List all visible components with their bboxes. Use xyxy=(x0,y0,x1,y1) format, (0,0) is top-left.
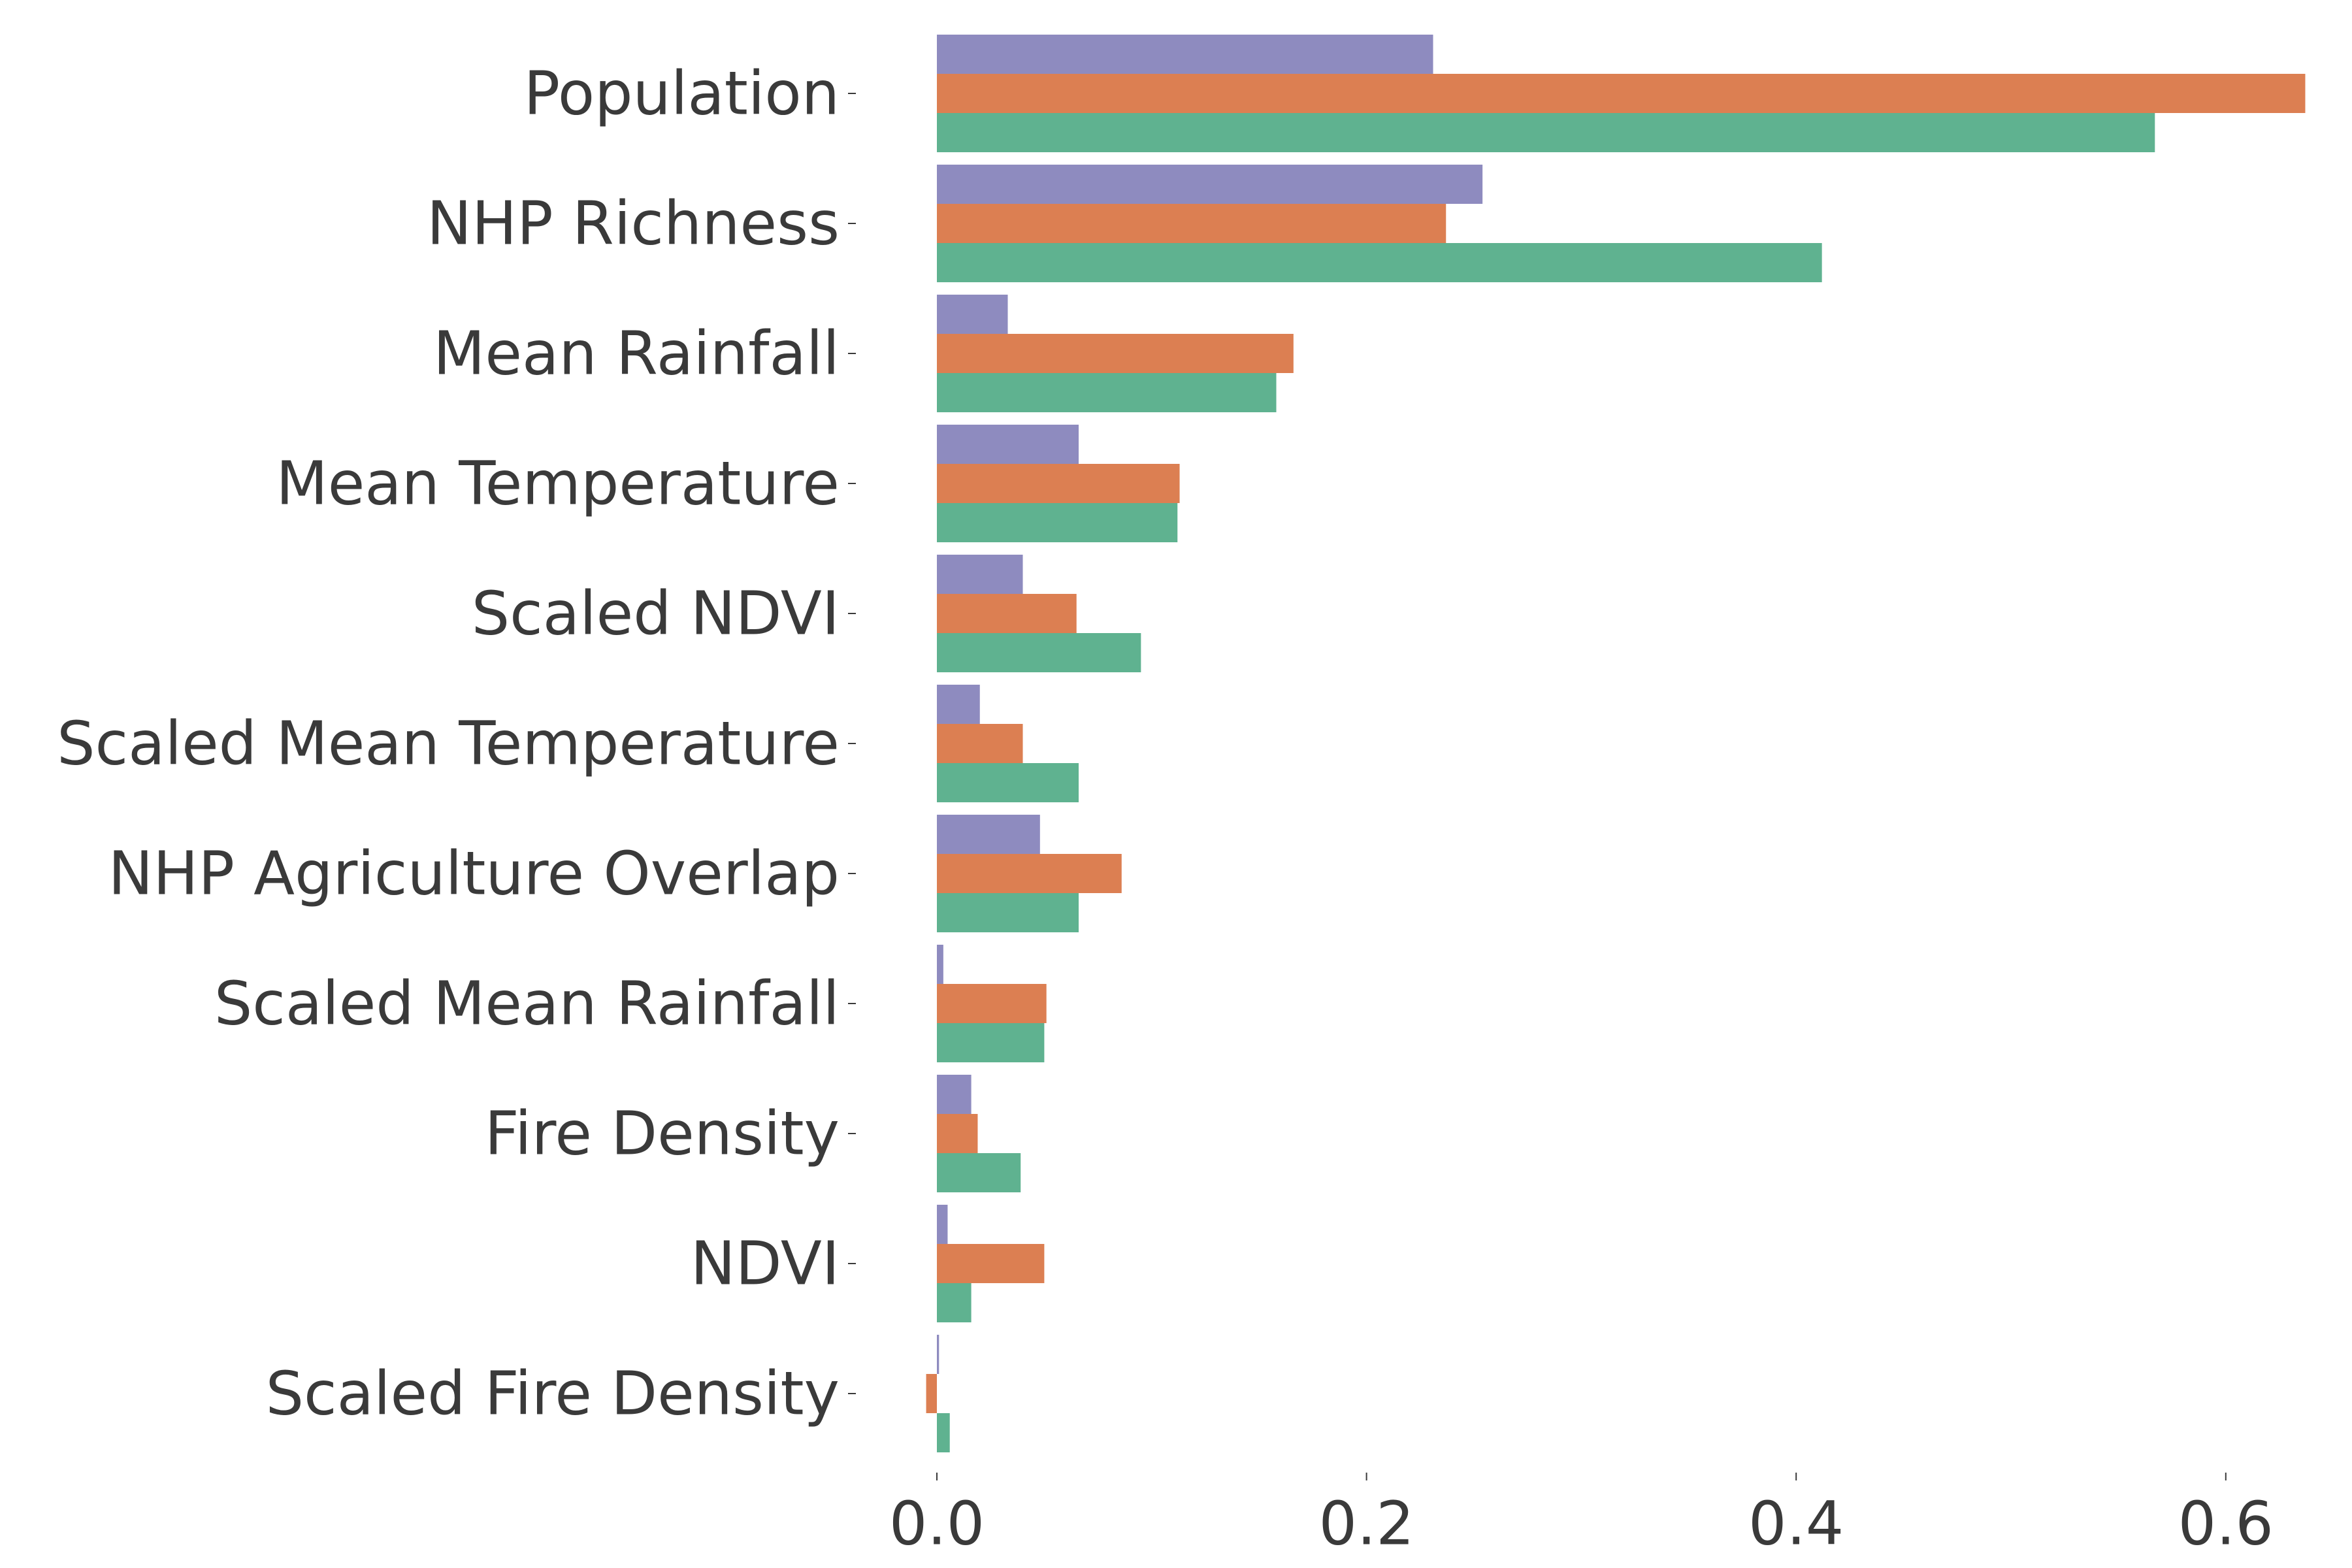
y-tick-label: Scaled NDVI xyxy=(472,579,840,649)
y-tick-label: NHP Richness xyxy=(427,189,840,259)
bar-series-2 xyxy=(937,464,1180,503)
bar-series-1 xyxy=(937,1205,948,1244)
bar-series-1 xyxy=(937,295,1008,334)
y-tick-label: Population xyxy=(524,59,840,129)
y-tick-label: Mean Temperature xyxy=(276,449,840,519)
bar-series-2 xyxy=(937,1244,1045,1283)
bar-series-3 xyxy=(937,633,1141,672)
bar-series-2 xyxy=(937,334,1294,373)
y-tick-label: NDVI xyxy=(691,1229,840,1299)
x-axis-labels: 0.0 0.2 0.4 0.6 xyxy=(889,1473,2274,1559)
bar-series-2 xyxy=(937,724,1023,763)
y-tick-label: Scaled Mean Temperature xyxy=(57,709,840,779)
bar-series-1 xyxy=(937,425,1079,464)
bar-series-2 xyxy=(937,594,1077,633)
bar-series-2 xyxy=(937,204,1446,243)
y-axis-labels: Population NHP Richness Mean Rainfall Mean … xyxy=(57,59,856,1429)
bar-series-2 xyxy=(937,74,2306,113)
bar-series-1 xyxy=(937,815,1040,854)
bar-series-1 xyxy=(937,35,1433,74)
bar-series-2 xyxy=(937,984,1047,1023)
bar-series-3 xyxy=(937,893,1079,932)
bar-series-2 xyxy=(937,1114,978,1153)
bar-series-3 xyxy=(937,1413,950,1452)
bar-series-3 xyxy=(937,1283,972,1322)
bar-series-3 xyxy=(937,1153,1021,1192)
bar-series-3 xyxy=(937,113,2155,152)
bar-series-1 xyxy=(937,945,943,984)
bar-series-1 xyxy=(937,685,980,724)
x-tick-label: 0.4 xyxy=(1748,1489,1844,1559)
bar-series-2 xyxy=(937,854,1122,893)
y-tick-label: Scaled Mean Rainfall xyxy=(214,969,840,1039)
y-tick-label: Scaled Fire Density xyxy=(266,1359,840,1429)
bar-series-3 xyxy=(937,763,1079,802)
bar-series-1 xyxy=(937,1075,972,1114)
x-tick-label: 0.0 xyxy=(889,1489,985,1559)
bar-series-3 xyxy=(937,373,1277,412)
y-tick-label: Mean Rainfall xyxy=(433,319,840,389)
y-tick-label: NHP Agriculture Overlap xyxy=(108,839,840,909)
bar-series-3 xyxy=(937,503,1178,542)
y-tick-label: Fire Density xyxy=(485,1099,840,1169)
x-tick-label: 0.6 xyxy=(2178,1489,2274,1559)
x-tick-label: 0.2 xyxy=(1318,1489,1414,1559)
bars-layer xyxy=(926,35,2306,1452)
bar-series-1 xyxy=(937,165,1483,204)
bar-series-3 xyxy=(937,1023,1045,1062)
bar-series-1 xyxy=(937,1335,939,1374)
bar-series-1 xyxy=(937,555,1023,594)
bar-series-2 xyxy=(926,1374,937,1413)
bar-series-3 xyxy=(937,243,1822,282)
